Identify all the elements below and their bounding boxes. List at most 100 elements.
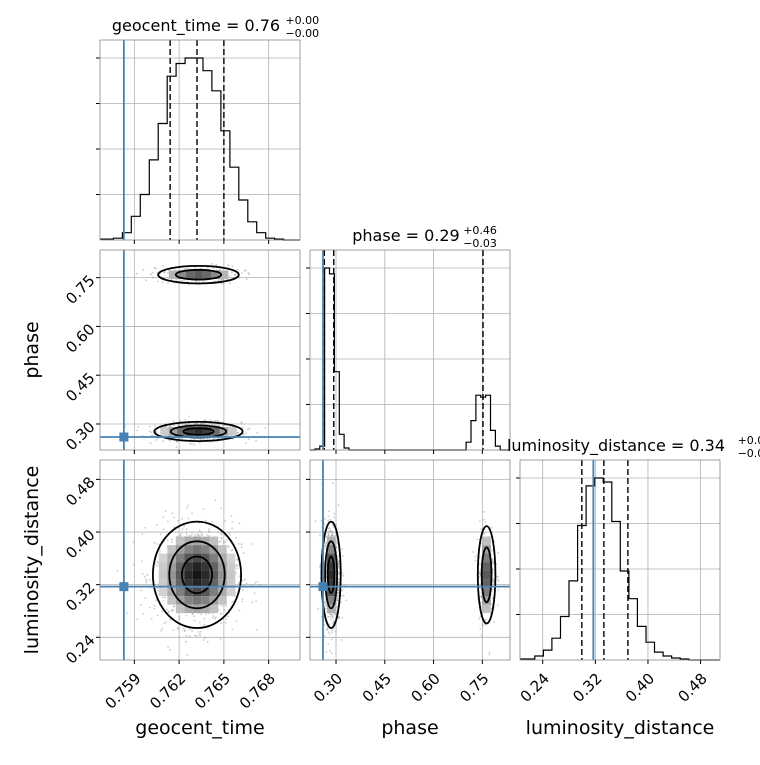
density-cell	[192, 545, 202, 554]
sample-point	[172, 424, 175, 427]
sample-point	[198, 529, 201, 532]
sample-point	[202, 639, 205, 641]
sample-point	[255, 600, 257, 603]
sample-point	[199, 635, 202, 637]
sample-point	[240, 272, 243, 274]
sample-point	[179, 534, 182, 537]
sample-point	[219, 637, 222, 640]
sample-point	[206, 534, 209, 536]
sample-point	[158, 548, 161, 551]
density-cell	[326, 587, 336, 597]
sample-point	[251, 543, 254, 545]
sample-point	[238, 609, 241, 612]
sample-point	[185, 634, 188, 637]
sample-point	[479, 583, 482, 585]
sample-point	[217, 420, 220, 423]
sample-point	[227, 615, 229, 618]
sample-point	[219, 540, 222, 543]
sample-point	[333, 535, 335, 537]
sample-point	[341, 571, 344, 574]
sample-point	[230, 549, 233, 552]
sample-point	[125, 612, 128, 615]
y-axis-label-phase: phase	[21, 321, 43, 378]
sample-point	[327, 510, 330, 513]
sample-point	[497, 588, 500, 591]
sample-point	[161, 627, 164, 630]
sample-point	[194, 422, 197, 425]
sample-point	[163, 271, 166, 274]
sample-point	[338, 581, 341, 584]
sample-point	[342, 594, 345, 597]
y-tick-label-luminosity_distance-2: 0.40	[62, 526, 98, 562]
density-cell	[482, 587, 491, 597]
sample-point	[217, 424, 220, 427]
sample-point	[327, 519, 329, 522]
sample-point	[245, 442, 248, 445]
sample-point	[153, 605, 156, 607]
sample-point	[178, 269, 181, 271]
sample-point	[227, 545, 229, 547]
sample-point	[479, 595, 482, 598]
sample-point	[337, 571, 340, 573]
density-cell	[192, 587, 202, 597]
y-tick-label-phase-2: 0.60	[62, 320, 98, 356]
sample-point	[480, 528, 482, 530]
sample-point	[231, 549, 234, 551]
x-tick-label-luminosity_distance-3: 0.48	[674, 670, 710, 706]
sample-point	[335, 523, 337, 526]
sample-point	[217, 531, 220, 534]
sample-point	[183, 268, 186, 270]
sample-point	[229, 282, 231, 285]
sample-point	[161, 281, 164, 284]
sample-point	[166, 272, 169, 274]
density-cell	[226, 579, 236, 588]
sample-point	[142, 613, 145, 615]
sample-point	[169, 440, 172, 442]
sample-point	[191, 613, 194, 615]
density-cell	[201, 553, 210, 563]
sample-point	[329, 529, 332, 532]
sample-point	[225, 604, 227, 607]
sample-point	[235, 536, 237, 539]
sample-point	[198, 633, 201, 636]
sample-point	[171, 512, 174, 515]
sample-point	[163, 271, 166, 273]
sample-point	[338, 572, 340, 575]
sample-point	[157, 589, 160, 592]
sample-point	[208, 531, 210, 533]
sample-point	[328, 530, 330, 533]
sample-point	[185, 640, 187, 643]
density-cell	[175, 579, 185, 588]
density-cell	[175, 604, 185, 614]
sample-point	[226, 538, 229, 541]
hist-bg-phase	[310, 250, 510, 450]
sample-point	[156, 614, 159, 616]
sample-point	[484, 521, 487, 523]
sample-point	[187, 504, 190, 507]
contour-level-0	[480, 546, 493, 604]
density-cell	[175, 562, 185, 571]
sample-point	[338, 616, 340, 619]
sample-point	[230, 515, 233, 518]
density-cell	[201, 570, 210, 580]
sample-point	[492, 558, 494, 561]
sample-point	[149, 442, 152, 445]
density-cell	[326, 579, 336, 588]
sample-point	[229, 534, 231, 536]
scatter-frame	[99, 249, 301, 451]
sample-point	[150, 431, 153, 434]
sample-point	[155, 563, 157, 565]
sample-point	[331, 534, 333, 537]
sample-point	[159, 533, 162, 536]
sample-point	[324, 545, 326, 547]
density-cell	[184, 562, 193, 571]
sample-point	[237, 582, 240, 584]
sample-point	[220, 612, 222, 615]
density-cell	[209, 562, 219, 571]
sample-point	[220, 622, 223, 625]
sample-point	[327, 532, 330, 535]
sample-point	[203, 617, 206, 620]
sample-point	[195, 280, 198, 283]
sample-point	[191, 629, 193, 632]
sample-point	[331, 615, 334, 617]
